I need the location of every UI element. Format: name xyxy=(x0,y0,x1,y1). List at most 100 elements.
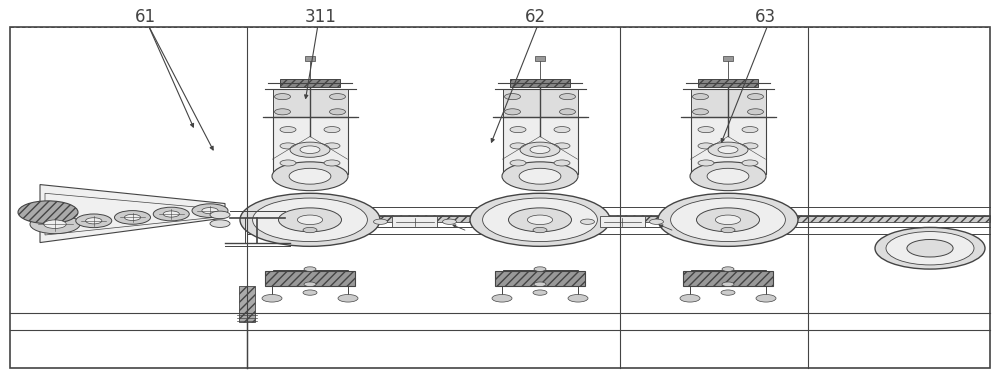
Bar xyxy=(272,89,348,117)
Circle shape xyxy=(280,127,296,133)
Circle shape xyxy=(202,208,218,214)
Bar xyxy=(272,270,348,285)
Bar xyxy=(503,117,578,174)
Polygon shape xyxy=(40,185,225,243)
Circle shape xyxy=(505,94,521,100)
Bar xyxy=(510,79,570,87)
Circle shape xyxy=(18,201,78,224)
Bar xyxy=(600,216,644,227)
Bar xyxy=(495,271,585,286)
Circle shape xyxy=(568,294,588,302)
Circle shape xyxy=(442,219,456,224)
Bar xyxy=(305,56,315,61)
Bar xyxy=(723,56,733,61)
Circle shape xyxy=(696,208,760,232)
Circle shape xyxy=(124,215,141,221)
Circle shape xyxy=(756,294,776,302)
Circle shape xyxy=(698,160,714,166)
Circle shape xyxy=(289,168,331,184)
Bar xyxy=(503,270,578,285)
Circle shape xyxy=(373,219,387,224)
Circle shape xyxy=(303,290,317,295)
Bar xyxy=(690,117,766,174)
Circle shape xyxy=(520,142,560,157)
Circle shape xyxy=(718,146,738,153)
Circle shape xyxy=(509,208,572,232)
Circle shape xyxy=(114,211,150,224)
Circle shape xyxy=(483,198,597,241)
Circle shape xyxy=(698,143,714,149)
Circle shape xyxy=(742,160,758,166)
Circle shape xyxy=(554,160,570,166)
Circle shape xyxy=(698,127,714,133)
Circle shape xyxy=(722,282,734,287)
Circle shape xyxy=(86,218,102,224)
Circle shape xyxy=(262,294,282,302)
Bar xyxy=(535,56,545,61)
Circle shape xyxy=(210,211,230,219)
Circle shape xyxy=(470,193,610,246)
Bar xyxy=(239,286,255,322)
Circle shape xyxy=(875,227,985,269)
Circle shape xyxy=(280,160,296,166)
Circle shape xyxy=(324,127,340,133)
Circle shape xyxy=(274,109,290,115)
Bar xyxy=(690,89,766,117)
Circle shape xyxy=(510,143,526,149)
Bar xyxy=(280,79,340,87)
Bar xyxy=(272,117,348,174)
Circle shape xyxy=(502,162,578,191)
Circle shape xyxy=(527,215,553,225)
Circle shape xyxy=(886,232,974,265)
Circle shape xyxy=(692,94,708,100)
Bar xyxy=(698,79,758,87)
Circle shape xyxy=(748,94,764,100)
Text: 63: 63 xyxy=(755,8,776,26)
Circle shape xyxy=(560,109,576,115)
Circle shape xyxy=(692,109,708,115)
Circle shape xyxy=(907,240,953,257)
Circle shape xyxy=(533,290,547,295)
Circle shape xyxy=(30,215,80,234)
Circle shape xyxy=(742,127,758,133)
Circle shape xyxy=(554,143,570,149)
Circle shape xyxy=(300,146,320,153)
Circle shape xyxy=(707,168,749,184)
Circle shape xyxy=(742,143,758,149)
Circle shape xyxy=(274,94,290,100)
Circle shape xyxy=(278,208,342,232)
Circle shape xyxy=(533,227,547,233)
Bar xyxy=(690,270,766,285)
Circle shape xyxy=(519,168,561,184)
Text: 61: 61 xyxy=(135,8,156,26)
Circle shape xyxy=(210,220,230,227)
Circle shape xyxy=(303,227,317,233)
Circle shape xyxy=(530,146,550,153)
Circle shape xyxy=(330,109,346,115)
Circle shape xyxy=(715,215,741,225)
Circle shape xyxy=(690,162,766,191)
Circle shape xyxy=(510,160,526,166)
Circle shape xyxy=(708,142,748,157)
Circle shape xyxy=(534,282,546,287)
Bar xyxy=(683,271,773,286)
Circle shape xyxy=(44,220,66,229)
Circle shape xyxy=(304,282,316,287)
Circle shape xyxy=(324,160,340,166)
Circle shape xyxy=(721,227,735,233)
Circle shape xyxy=(722,267,734,271)
Circle shape xyxy=(272,162,348,191)
Circle shape xyxy=(324,143,340,149)
Circle shape xyxy=(304,267,316,271)
Bar xyxy=(392,216,437,227)
Text: 311: 311 xyxy=(305,8,337,26)
Circle shape xyxy=(580,219,594,224)
Circle shape xyxy=(658,193,798,246)
Circle shape xyxy=(338,294,358,302)
Circle shape xyxy=(280,143,296,149)
Circle shape xyxy=(680,294,700,302)
Bar xyxy=(265,271,355,286)
Circle shape xyxy=(554,127,570,133)
Circle shape xyxy=(192,204,228,218)
Circle shape xyxy=(240,193,380,246)
